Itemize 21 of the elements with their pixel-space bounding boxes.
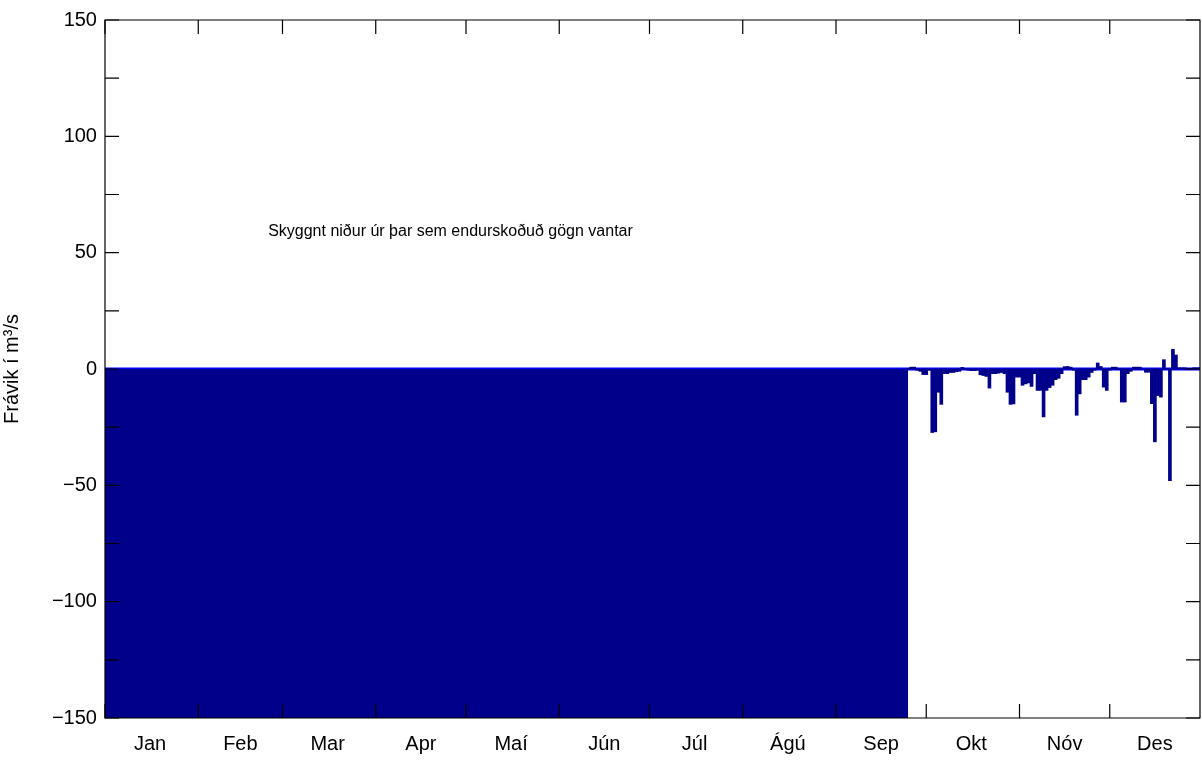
x-tick-label: Apr: [405, 731, 437, 754]
y-axis-title: Frávik í m³/s: [0, 314, 22, 424]
x-tick-label: Jan: [134, 731, 167, 754]
x-tick-label: Jún: [588, 731, 621, 754]
x-tick-label: Maí: [494, 731, 529, 754]
x-tick-label: Sep: [863, 731, 899, 754]
y-tick-label: −100: [51, 589, 97, 612]
y-tick-label: 50: [74, 240, 97, 263]
x-tick-label: Feb: [223, 731, 258, 754]
x-tick-label: Mar: [310, 731, 346, 754]
y-tick-label: 100: [63, 123, 97, 146]
annotation: Skyggnt niður úr þar sem endurskoðuð gögn vantar: [268, 221, 634, 239]
x-tick-label: Des: [1137, 731, 1173, 754]
x-tick-label: Ágú: [770, 731, 806, 754]
x-tick-label: Júl: [681, 731, 708, 754]
y-tick-label: 150: [63, 7, 97, 30]
y-tick-label: −50: [63, 472, 97, 495]
x-tick-label: Nóv: [1046, 731, 1083, 754]
y-tick-label: 0: [85, 356, 97, 379]
y-tick-label: −150: [51, 705, 97, 728]
x-tick-label: Okt: [955, 731, 988, 754]
